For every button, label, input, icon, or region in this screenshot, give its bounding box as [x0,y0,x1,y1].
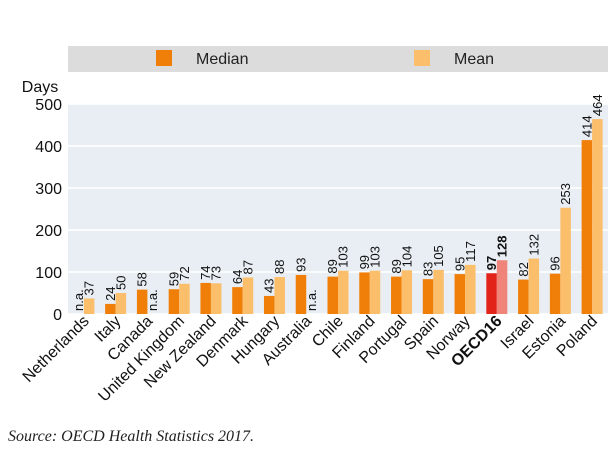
bar-median [295,274,307,314]
legend-swatch-median [156,50,172,66]
bar-mean [528,258,540,314]
bars [83,119,603,315]
bar-mean [179,283,190,314]
value-label: 89 [389,259,404,273]
bar-median [454,274,466,314]
value-label: 253 [558,183,573,205]
value-label: 104 [399,246,414,268]
value-label: 95 [452,257,467,271]
bar-mean [433,269,444,314]
bar-mean [274,277,285,314]
bar-median [232,287,243,314]
y-tick-label: 0 [53,307,62,324]
legend-band [68,46,608,72]
y-tick-label: 400 [35,139,62,156]
value-label: 117 [463,241,478,262]
legend-swatch-mean [414,50,430,66]
value-label: 103 [336,246,351,268]
value-label: 89 [325,259,340,273]
bar-median [549,273,561,314]
bar-mean [401,270,413,314]
value-label: 43 [262,278,277,292]
bar-median [581,140,593,314]
bar-median [391,276,402,314]
bar-mean [242,277,254,314]
bar-mean [83,298,95,314]
value-label: 83 [421,262,436,276]
bar-mean [210,283,222,314]
value-label: 73 [209,266,224,280]
bar-median [327,276,338,314]
y-axis-title: Days [22,79,58,96]
y-axis: 0 100 200 300 400 500 [35,97,62,324]
value-label: 96 [548,256,563,270]
legend-label-median: Median [196,51,248,68]
bar-mean [369,270,381,314]
value-label: 103 [368,246,383,268]
value-label: 82 [516,262,531,276]
y-tick-label: 300 [35,181,62,198]
value-label: 64 [230,270,245,284]
legend: Median Mean [156,50,494,68]
value-label: 24 [103,286,118,300]
bar-median [359,272,370,314]
value-label: 74 [198,265,213,279]
bar-mean [338,270,349,314]
value-label: 59 [166,272,181,286]
value-label: 132 [526,234,541,256]
bar-median [200,282,211,314]
value-label: 105 [431,245,446,267]
legend-label-mean: Mean [454,51,494,68]
value-label: 87 [240,260,255,274]
bar-median [105,303,116,314]
bar-median [486,273,497,314]
bar-median [263,295,275,314]
value-label: n.a. [145,289,160,311]
value-label: 50 [113,276,128,290]
y-tick-label: 500 [35,97,62,114]
bar-mean [592,119,603,315]
value-label: n.a. [71,289,86,311]
value-label: n.a. [304,289,319,311]
value-label: 58 [135,272,150,286]
bar-mean [465,264,476,314]
y-tick-label: 200 [35,223,62,240]
bar-mean [560,207,571,314]
bar-mean [496,260,508,314]
value-label: 99 [357,255,372,269]
y-tick-label: 100 [35,265,62,282]
bar-median [136,289,148,314]
value-label: 414 [579,115,594,137]
value-label: 37 [82,281,97,295]
value-label: 97 [484,256,499,270]
bar-mean [115,293,127,314]
value-label: 88 [272,260,287,274]
bar-median [422,279,434,314]
value-label: 128 [495,236,510,258]
value-label: 93 [293,257,308,271]
value-label: 72 [177,266,192,280]
bar-median [518,279,529,314]
bar-median [168,289,180,314]
source-note: Source: OECD Health Statistics 2017. [8,428,255,445]
value-label: 464 [590,94,605,116]
